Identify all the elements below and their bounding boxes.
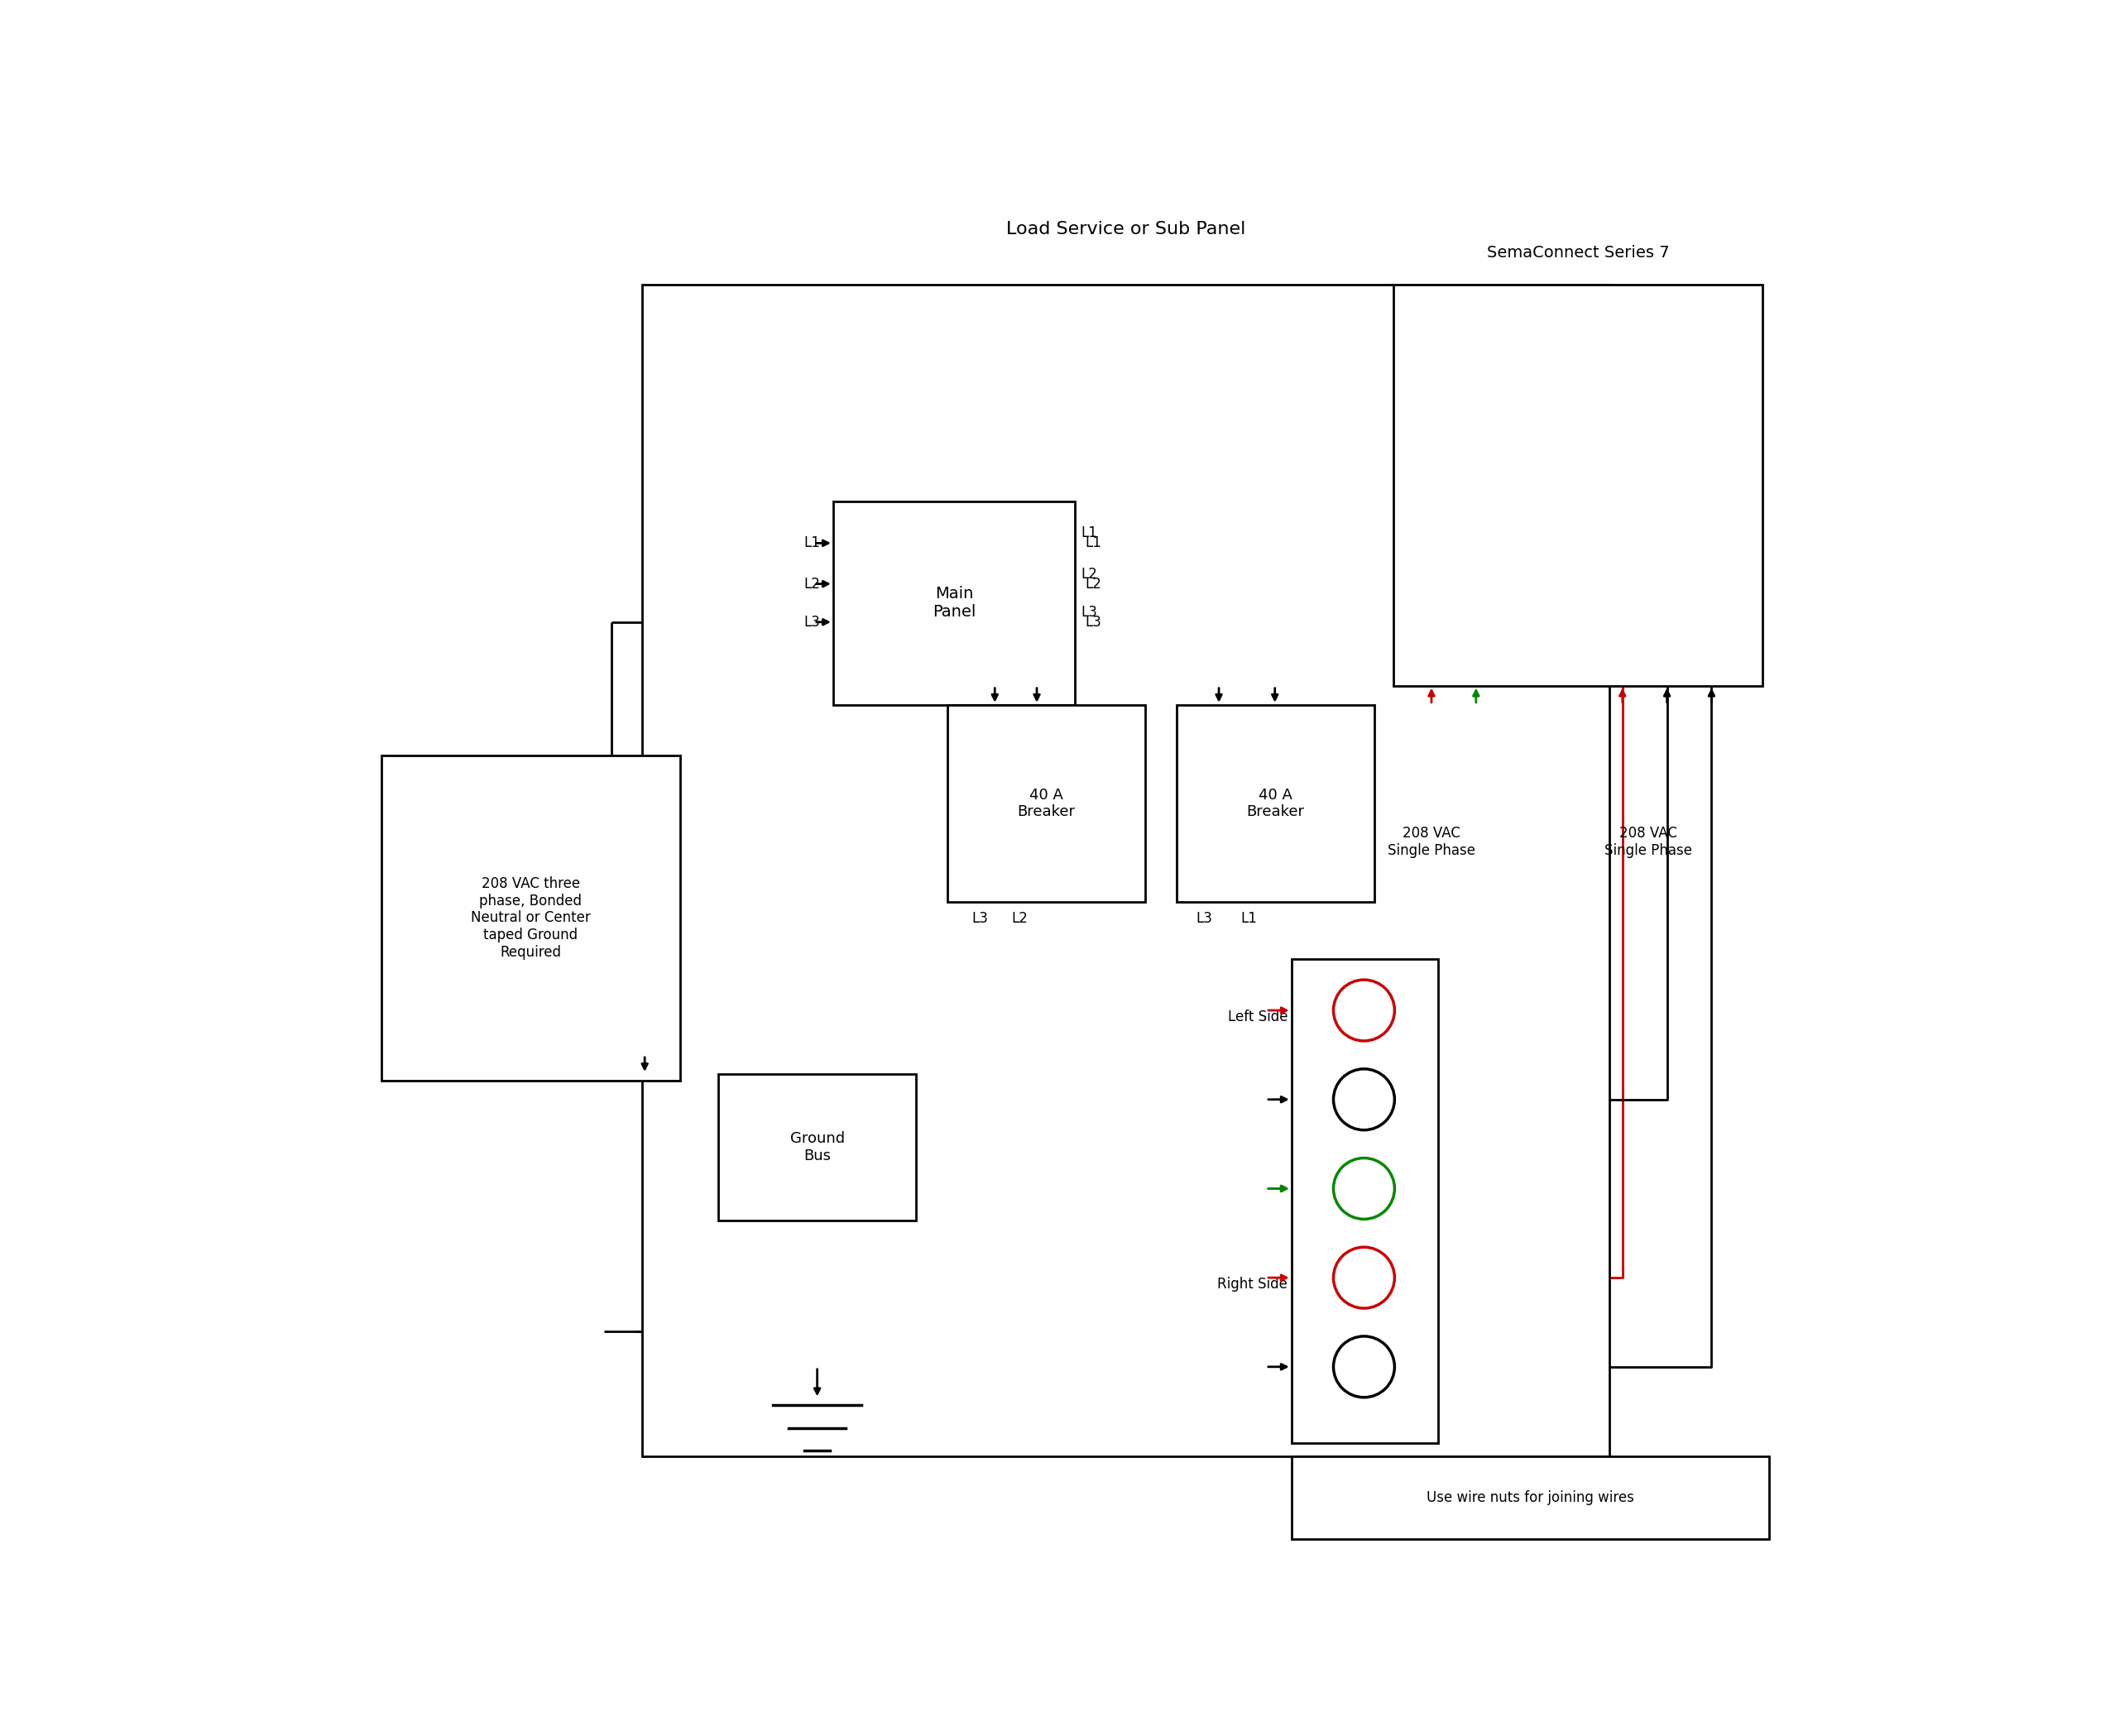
Bar bbox=[947, 705, 1146, 903]
Text: L1: L1 bbox=[804, 536, 821, 550]
Text: 208 VAC
Single Phase: 208 VAC Single Phase bbox=[1604, 826, 1692, 858]
Text: 40 A
Breaker: 40 A Breaker bbox=[1247, 788, 1304, 819]
Circle shape bbox=[1334, 1069, 1395, 1130]
Circle shape bbox=[1334, 979, 1395, 1042]
Text: L3: L3 bbox=[1085, 615, 1101, 630]
Text: L1: L1 bbox=[1085, 536, 1101, 550]
Bar bbox=[1177, 705, 1374, 903]
Bar bbox=[1291, 1457, 1768, 1538]
Text: L1: L1 bbox=[1080, 526, 1097, 540]
Text: Right Side: Right Side bbox=[1217, 1276, 1287, 1292]
Text: Main
Panel: Main Panel bbox=[933, 587, 975, 620]
Text: L2: L2 bbox=[804, 576, 821, 592]
Text: L3: L3 bbox=[1080, 604, 1097, 620]
Text: L2: L2 bbox=[1080, 566, 1097, 582]
Bar bbox=[1393, 285, 1762, 686]
Text: Left Side: Left Side bbox=[1228, 1009, 1287, 1024]
Text: L3: L3 bbox=[973, 911, 987, 925]
Text: Use wire nuts for joining wires: Use wire nuts for joining wires bbox=[1426, 1489, 1633, 1505]
Circle shape bbox=[1334, 1246, 1395, 1309]
Text: 40 A
Breaker: 40 A Breaker bbox=[1017, 788, 1076, 819]
Text: SemaConnect Series 7: SemaConnect Series 7 bbox=[1488, 245, 1669, 260]
Text: L1: L1 bbox=[1241, 911, 1258, 925]
Circle shape bbox=[1334, 1158, 1395, 1219]
Circle shape bbox=[1334, 1337, 1395, 1397]
Text: L3: L3 bbox=[1196, 911, 1213, 925]
Text: L3: L3 bbox=[804, 615, 821, 630]
Bar bbox=[833, 502, 1074, 705]
Text: 208 VAC three
phase, Bonded
Neutral or Center
taped Ground
Required: 208 VAC three phase, Bonded Neutral or C… bbox=[471, 877, 591, 960]
Text: L2: L2 bbox=[1011, 911, 1028, 925]
Bar bbox=[1291, 960, 1437, 1443]
Text: L2: L2 bbox=[1085, 576, 1101, 592]
Text: 208 VAC
Single Phase: 208 VAC Single Phase bbox=[1388, 826, 1475, 858]
Bar bbox=[720, 1075, 916, 1220]
Text: Load Service or Sub Panel: Load Service or Sub Panel bbox=[1006, 220, 1245, 238]
Text: Ground
Bus: Ground Bus bbox=[789, 1132, 844, 1163]
Bar bbox=[382, 755, 679, 1080]
Bar bbox=[641, 285, 1610, 1457]
